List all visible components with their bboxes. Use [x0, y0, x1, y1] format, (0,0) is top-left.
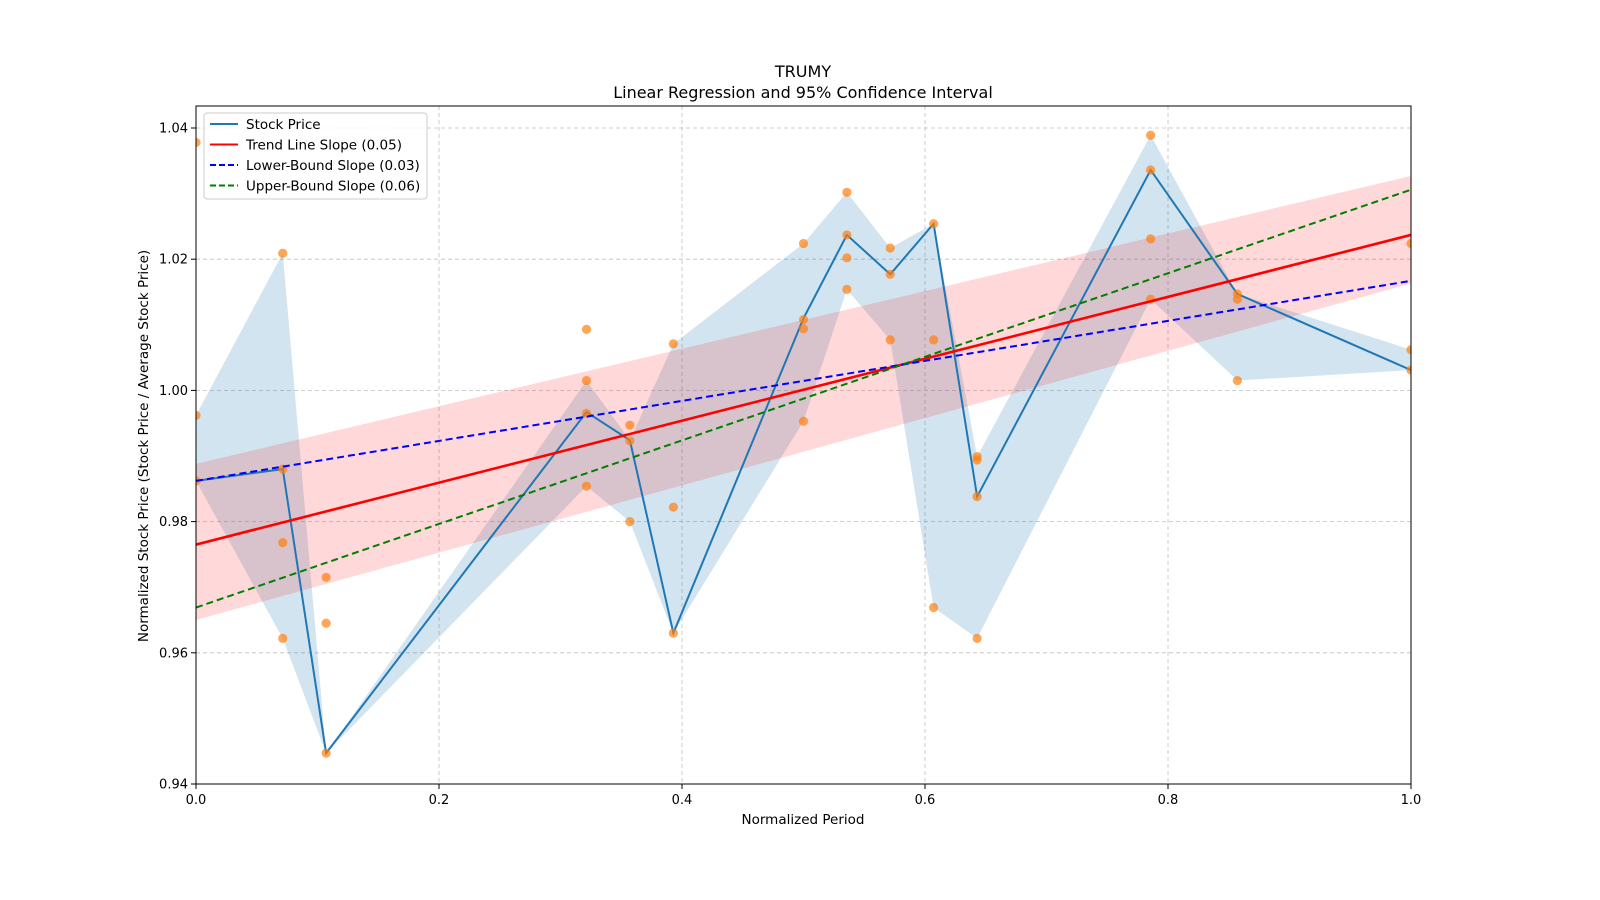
- scatter-point: [929, 602, 939, 613]
- legend-label: Upper-Bound Slope (0.06): [246, 179, 420, 195]
- x-tick-label: 0.6: [915, 793, 936, 808]
- scatter-point: [581, 375, 592, 386]
- scatter-point: [625, 420, 635, 430]
- y-axis-label: Normalized Stock Price (Stock Price / Av…: [136, 250, 152, 642]
- scatter-point: [196, 137, 201, 148]
- plot-clipped: [196, 130, 1411, 758]
- scatter-point: [668, 502, 678, 512]
- scatter-point: [581, 324, 592, 334]
- scatter-point: [798, 416, 809, 426]
- x-axis-label: Normalized Period: [742, 812, 865, 828]
- scatter-point: [842, 187, 852, 197]
- legend-label: Stock Price: [246, 117, 321, 133]
- x-tick-label: 0.2: [429, 793, 450, 808]
- y-tick-label: 1.02: [159, 253, 188, 268]
- scatter-point: [321, 748, 331, 758]
- scatter-point: [1406, 238, 1411, 249]
- scatter-point: [321, 618, 331, 628]
- y-tick-label: 1.00: [159, 384, 188, 399]
- x-tick-label: 0.8: [1158, 793, 1179, 808]
- scatter-point: [885, 269, 895, 279]
- axes: 0.0 0.2 0.4 0.6 0.8 1.0 0.94 0.96 0.98 1.00 1.02 1.…: [159, 105, 1422, 808]
- trend-line: [196, 233, 1411, 546]
- scatter-point: [581, 481, 592, 491]
- scatter-point: [972, 492, 982, 502]
- axes-frame: [195, 105, 1412, 785]
- scatter-point: [929, 335, 939, 345]
- scatter-point: [196, 410, 201, 420]
- scatter-point: [1146, 165, 1156, 175]
- y-tick-label: 0.94: [159, 778, 188, 793]
- scatter-point: [798, 238, 809, 249]
- x-tick-label: 0.4: [672, 793, 693, 808]
- scatter-point: [1232, 375, 1242, 386]
- scatter-point: [798, 324, 809, 334]
- y-tick-label: 0.96: [159, 646, 188, 661]
- legend-box: [203, 112, 428, 200]
- scatter-point: [1406, 365, 1411, 375]
- scatter-point: [842, 253, 852, 263]
- scatter-point: [972, 455, 982, 465]
- x-tick-label: 0.0: [186, 793, 207, 808]
- scatter-point: [842, 230, 852, 240]
- scatter-point: [972, 633, 982, 643]
- scatter-point: [1146, 234, 1156, 244]
- scatter-point: [278, 537, 288, 548]
- scatter-point: [842, 284, 852, 294]
- scatter-point: [625, 517, 635, 527]
- scatter-point: [321, 572, 331, 582]
- lower-bound-line: [196, 279, 1411, 482]
- scatter-point: [278, 633, 288, 643]
- stock-range-band: [196, 135, 1411, 754]
- y-tick-label: 1.04: [159, 122, 188, 137]
- scatter-point: [625, 436, 635, 446]
- scatter-point: [885, 243, 895, 253]
- scatter-point: [885, 335, 895, 345]
- plot-area: [196, 130, 1411, 758]
- scatter-point: [1146, 130, 1156, 140]
- y-tick-label: 0.98: [159, 515, 188, 530]
- upper-bound-line: [196, 188, 1411, 609]
- chart-subtitle: Linear Regression and 95% Confidence Int…: [613, 83, 993, 102]
- scatter-point: [668, 628, 678, 638]
- scatter-point: [278, 248, 288, 258]
- legend: Stock Price Trend Line Slope (0.05) Lower-…: [203, 112, 428, 200]
- scatter-point: [1232, 294, 1242, 304]
- legend-label: Lower-Bound Slope (0.03): [246, 158, 420, 174]
- stock-price-line: [196, 168, 1411, 756]
- scatter-point: [798, 314, 809, 325]
- chart-title: TRUMY: [774, 62, 831, 81]
- legend-label: Trend Line Slope (0.05): [245, 138, 402, 154]
- scatter-point: [668, 339, 678, 349]
- scatter-point: [1406, 345, 1411, 355]
- scatter-point: [929, 219, 939, 229]
- x-tick-label: 1.0: [1401, 793, 1422, 808]
